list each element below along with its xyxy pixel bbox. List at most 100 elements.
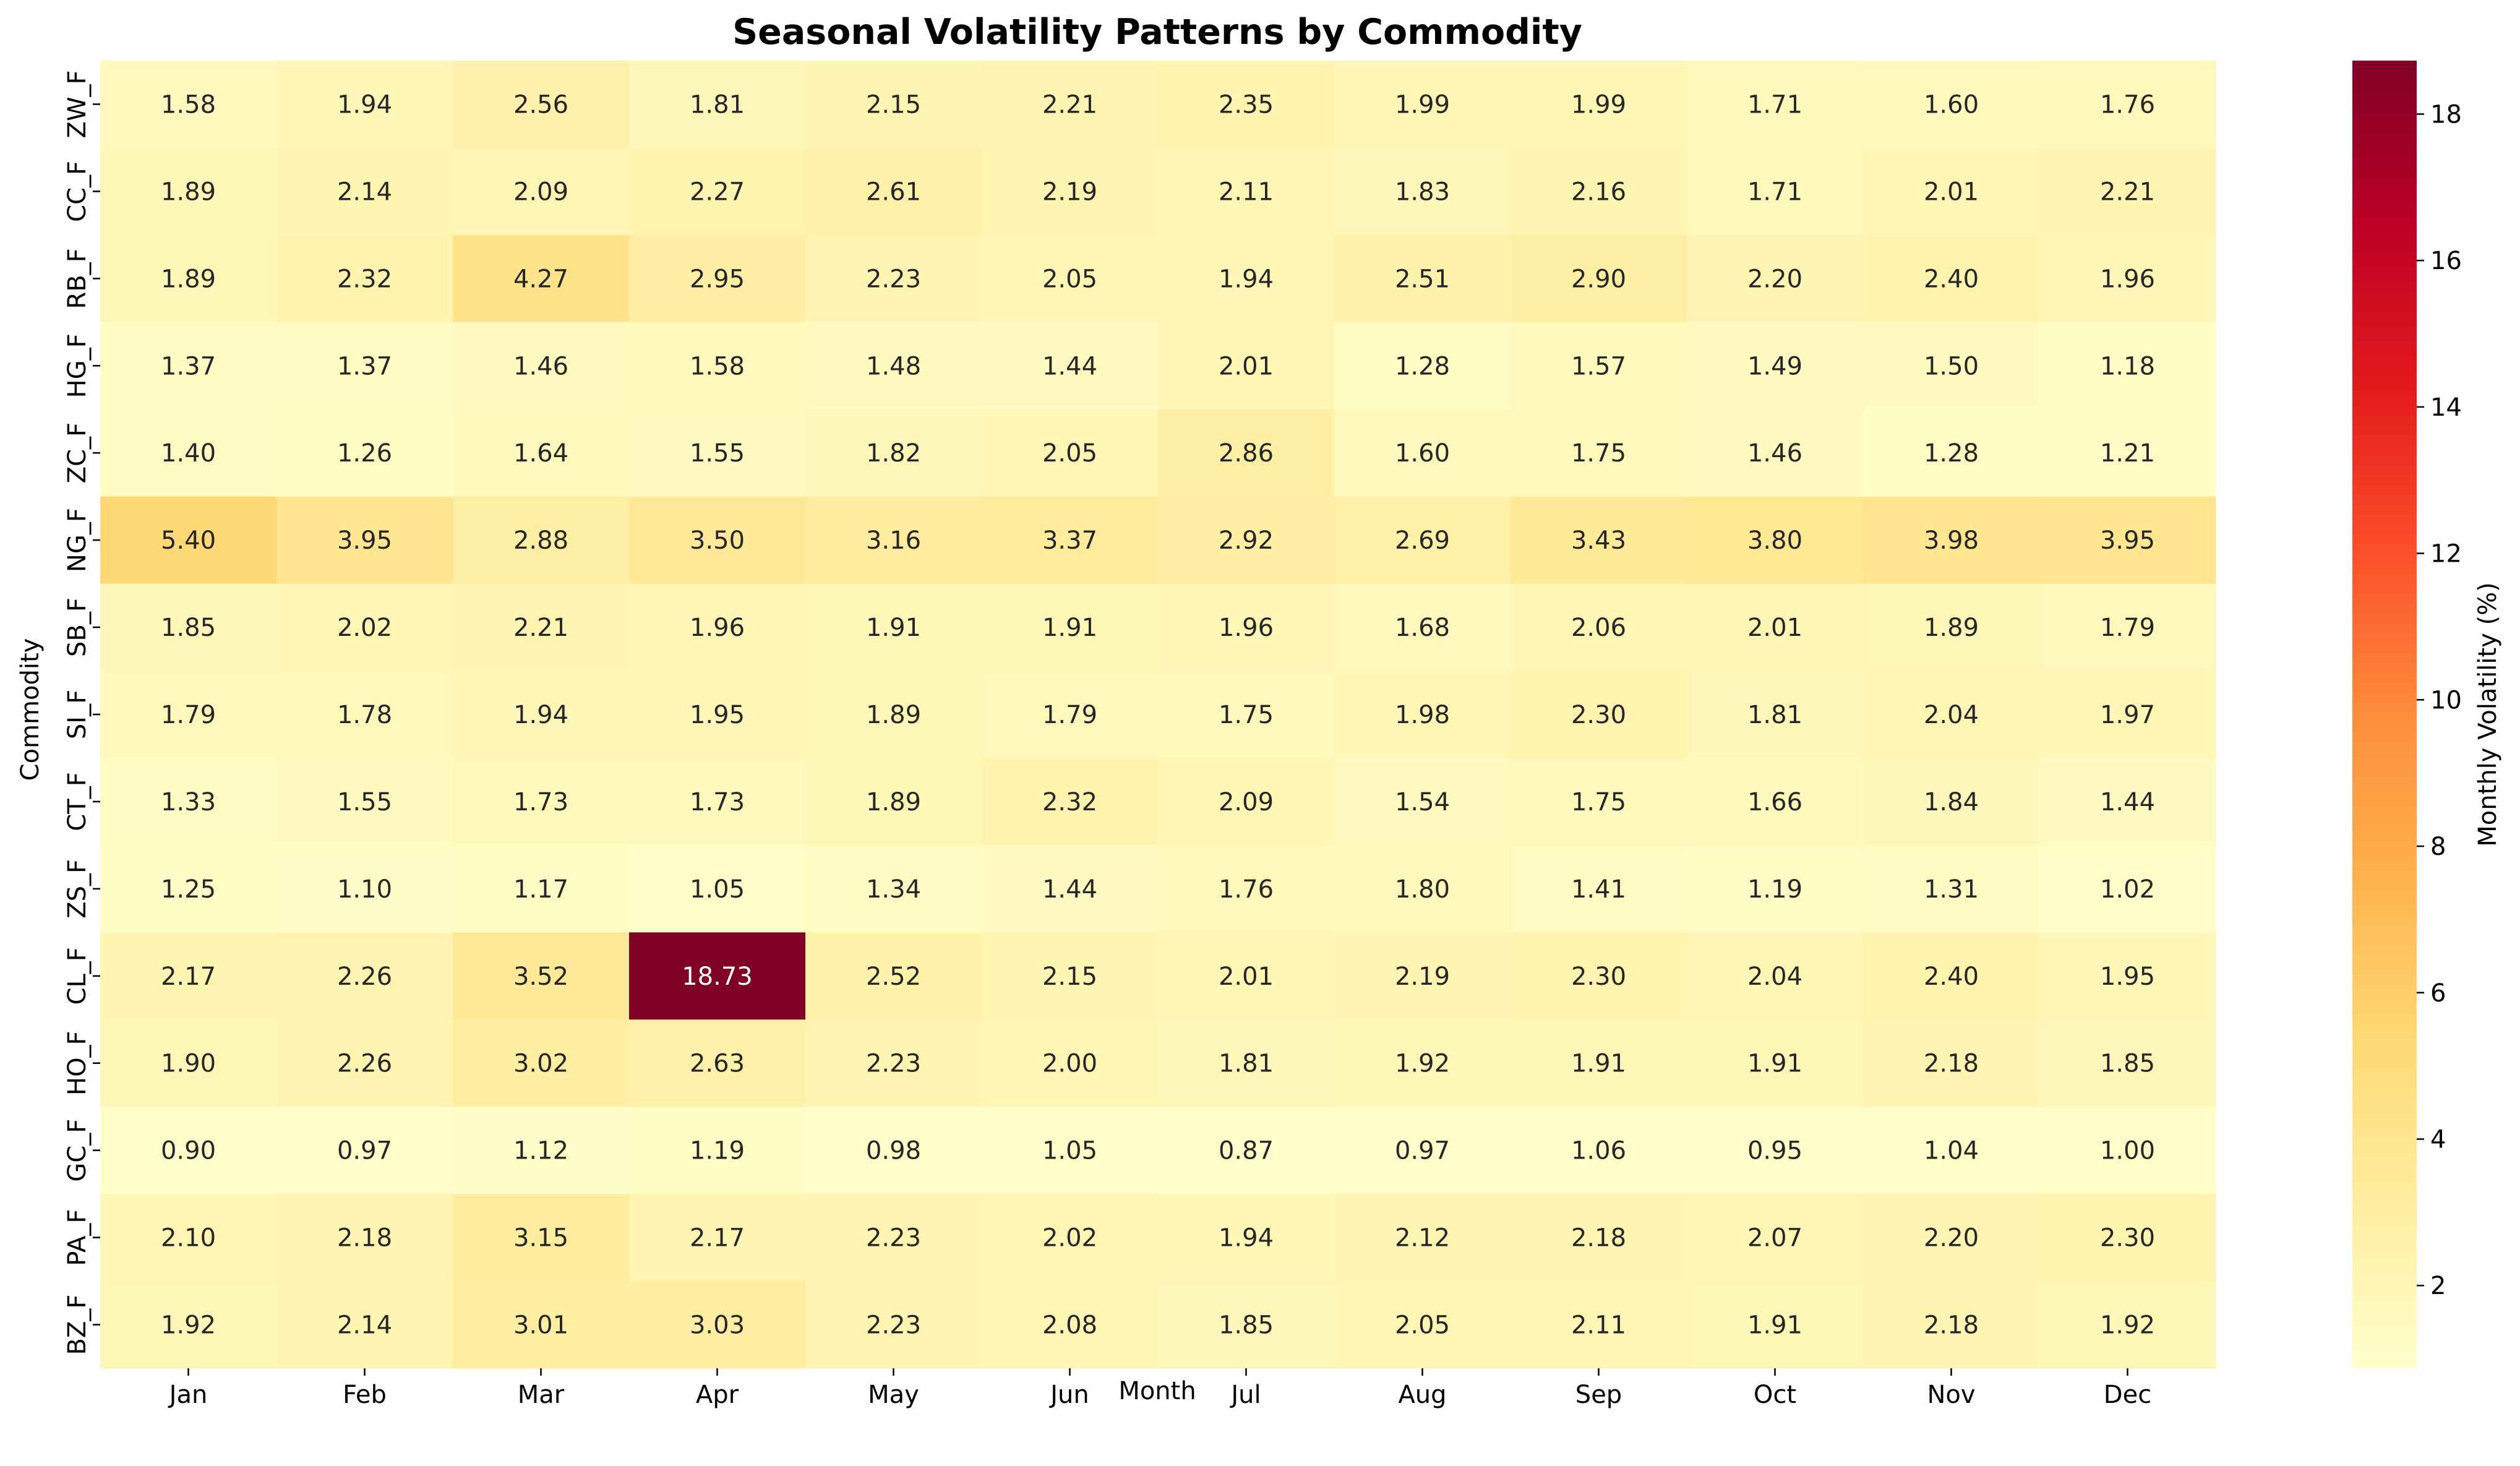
cell-value-label: 1.98	[1395, 701, 1450, 729]
cell-value-label: 2.61	[866, 178, 921, 206]
heatmap-cell	[982, 671, 1159, 759]
heatmap-cell	[1863, 409, 2040, 497]
cell-value-label: 2.30	[1571, 962, 1626, 991]
cell-value-label: 3.01	[513, 1311, 568, 1340]
heatmap-cell	[982, 583, 1159, 672]
heatmap-cell	[805, 758, 982, 846]
cell-value-label: 1.21	[2100, 439, 2155, 468]
cell-value-label: 2.40	[1924, 962, 1979, 991]
heatmap-cell	[1334, 61, 1511, 148]
heatmap-cell	[1863, 496, 2040, 585]
heatmap-cell	[2039, 1019, 2216, 1107]
y-tick-label: HO_F	[63, 1031, 92, 1095]
cell-value-label: 3.50	[690, 526, 745, 555]
cell-value-label: 2.18	[337, 1224, 392, 1253]
heatmap-cell	[1158, 845, 1335, 933]
cell-value-label: 1.82	[866, 439, 921, 468]
cell-value-label: 1.94	[1219, 265, 1274, 293]
heatmap-cell	[1687, 322, 1864, 410]
chart-title: Seasonal Volatility Patterns by Commodit…	[732, 12, 1582, 53]
cell-value-label: 1.31	[1924, 875, 1979, 904]
cell-value-label: 1.78	[337, 701, 392, 729]
cell-value-label: 2.09	[513, 178, 568, 206]
cell-value-label: 2.30	[2100, 1224, 2155, 1253]
cell-value-label: 1.19	[1747, 875, 1802, 904]
heatmap-cell	[2039, 758, 2216, 846]
heatmap-cell	[1158, 758, 1335, 846]
cell-value-label: 1.57	[1571, 352, 1626, 380]
cell-value-label: 1.04	[1924, 1137, 1979, 1165]
cell-value-label: 1.40	[161, 439, 216, 468]
cell-value-label: 1.73	[513, 788, 568, 817]
colorbar	[2352, 61, 2417, 1368]
cell-value-label: 1.48	[866, 352, 921, 380]
heatmap-cell	[629, 583, 806, 672]
heatmap-cell	[1158, 409, 1335, 497]
cell-value-label: 1.37	[161, 352, 216, 380]
cell-value-label: 2.27	[690, 178, 745, 206]
cell-value-label: 0.97	[337, 1137, 392, 1165]
cell-value-label: 1.10	[337, 875, 392, 904]
heatmap-cell	[276, 234, 453, 323]
heatmap-cell	[1334, 1107, 1511, 1194]
heatmap-cell	[1511, 583, 1687, 672]
heatmap-cell	[276, 496, 453, 585]
heatmap-cell	[982, 234, 1159, 323]
heatmap-cell	[100, 61, 277, 148]
heatmap-cell	[982, 1019, 1159, 1107]
cell-value-label: 1.80	[1395, 875, 1450, 904]
cell-value-label: 1.94	[337, 90, 392, 119]
heatmap-cell	[100, 1019, 277, 1107]
heatmap-cell	[276, 409, 453, 497]
heatmap-cell	[2039, 234, 2216, 323]
heatmap-cell	[629, 496, 806, 585]
y-tick-label: NG_F	[63, 508, 92, 572]
y-tick-label: PA_F	[63, 1209, 92, 1266]
cell-value-label: 1.85	[1219, 1311, 1274, 1340]
cell-value-label: 2.02	[1042, 1224, 1097, 1253]
y-tick-label: ZW_F	[63, 70, 92, 138]
cell-value-label: 2.32	[1042, 788, 1097, 817]
heatmap-cell	[1687, 1019, 1864, 1107]
cell-value-label: 1.79	[2100, 614, 2155, 642]
x-tick-label: Dec	[2104, 1381, 2151, 1409]
heatmap-cell	[1687, 932, 1864, 1020]
cell-value-label: 2.01	[1219, 962, 1274, 991]
x-axis-label: Month	[1118, 1377, 1196, 1405]
cell-value-label: 2.90	[1571, 265, 1626, 293]
cell-value-label: 5.40	[161, 526, 216, 555]
heatmap-cell	[276, 671, 453, 759]
cell-value-label: 3.95	[337, 526, 392, 555]
heatmap-cell	[1511, 671, 1687, 759]
cell-value-label: 2.23	[866, 1311, 921, 1340]
cell-value-label: 1.75	[1571, 439, 1626, 468]
heatmap-cell	[453, 1107, 630, 1194]
heatmap-cell	[1687, 845, 1864, 933]
heatmap-cell	[276, 932, 453, 1020]
cell-value-label: 2.30	[1571, 701, 1626, 729]
heatmap-cell	[1158, 932, 1335, 1020]
heatmap-cell	[1863, 1019, 2040, 1107]
cell-value-label: 2.15	[1042, 962, 1097, 991]
heatmap-cell	[1863, 758, 2040, 846]
x-tick-label: Oct	[1754, 1381, 1796, 1409]
x-tick-label: Aug	[1398, 1381, 1446, 1409]
heatmap-cell	[1158, 1281, 1335, 1369]
heatmap-cell	[100, 496, 277, 585]
colorbar-ticks: 2 4 6 8 10 12 14 16 18	[2417, 100, 2462, 1300]
heatmap-cell	[1511, 758, 1687, 846]
heatmap-cell	[629, 322, 806, 410]
heatmap-cell	[453, 671, 630, 759]
y-tick-label: SI_F	[63, 690, 92, 739]
cell-value-label: 1.75	[1219, 701, 1274, 729]
y-tick-label: ZC_F	[63, 422, 92, 483]
heatmap-cell	[453, 234, 630, 323]
cell-value-label: 1.05	[1042, 1137, 1097, 1165]
heatmap-cell	[629, 1107, 806, 1194]
heatmap-cell	[629, 234, 806, 323]
cell-value-label: 2.05	[1042, 265, 1097, 293]
heatmap-cell	[805, 234, 982, 323]
heatmap-cell	[1863, 932, 2040, 1020]
cell-value-label: 2.01	[1747, 614, 1802, 642]
